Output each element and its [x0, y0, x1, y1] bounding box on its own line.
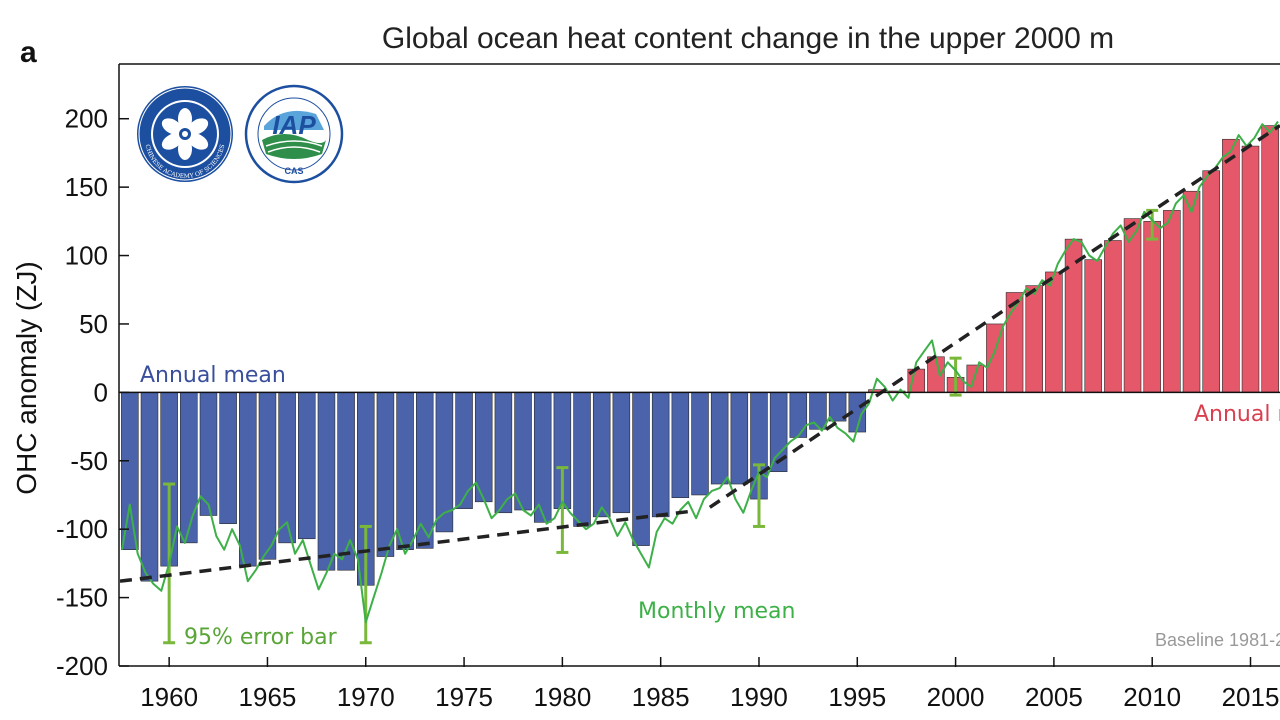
annual-bar-1971 [376, 392, 395, 557]
x-tick-label: 1980 [533, 682, 591, 712]
y-tick-label: 200 [65, 104, 108, 134]
annual-bar-2007 [1084, 259, 1102, 393]
annual-mean-red-label: Annual mean [1194, 402, 1280, 427]
error-bar-1980 [556, 466, 569, 554]
error-bar-1970 [359, 524, 372, 645]
annual-bar-2010 [1143, 221, 1161, 393]
annual-bar-2016 [1261, 125, 1279, 393]
annual-bar-1961 [180, 392, 198, 544]
annual-bar-2014 [1222, 138, 1240, 393]
iap-logo-subtext: CAS [284, 166, 303, 176]
annual-bar-2013 [1202, 170, 1220, 393]
monthly-mean-series [121, 120, 1279, 624]
annual-bar-2012 [1182, 190, 1201, 393]
y-axis-label: OHC anomaly (ZJ) [11, 261, 42, 494]
error-bar-2000 [949, 356, 962, 397]
annual-bar-1968 [317, 392, 336, 571]
annual-mean-blue-label: Annual mean [140, 363, 286, 388]
error-bar-label: 95% error bar [184, 625, 338, 650]
x-tick-label: 1965 [239, 682, 297, 712]
x-tick-label: 2000 [927, 682, 985, 712]
annual-bar-1985 [651, 392, 670, 518]
y-tick-label: 50 [79, 309, 108, 339]
annual-bar-1982 [592, 392, 611, 518]
annual-bar-2005 [1045, 271, 1063, 393]
trend-line-1 [120, 509, 691, 583]
annual-bar-1983 [612, 392, 631, 514]
annual-bar-1978 [514, 392, 532, 511]
annual-bar-1973 [415, 392, 434, 549]
annual-bar-1959 [140, 392, 159, 582]
annual-bar-2009 [1123, 218, 1142, 393]
annual-bar-1977 [494, 392, 513, 514]
iap-logo-text: IAP [272, 110, 316, 140]
annual-bar-1981 [573, 392, 591, 527]
x-tick-label: 1970 [337, 682, 395, 712]
monthly-mean-line [121, 120, 1279, 624]
x-tick-label: 2005 [1025, 682, 1083, 712]
chart-title: Global ocean heat content change in the … [382, 22, 1114, 55]
iap-cas-logo: IAP CAS [244, 84, 344, 184]
annual-bar-1987 [691, 392, 709, 496]
trend-lines [120, 124, 1280, 583]
y-tick-label: 100 [65, 241, 108, 271]
annual-bar-1984 [632, 392, 650, 546]
x-tick-label: 1975 [435, 682, 493, 712]
y-tick-label: -100 [56, 514, 108, 544]
x-tick-label: 1990 [730, 682, 788, 712]
annual-bar-1992 [789, 392, 808, 438]
y-tick-label: 0 [94, 377, 108, 407]
error-bar-2010 [1146, 208, 1159, 241]
y-tick-label: -150 [56, 583, 108, 613]
annual-bar-1967 [298, 392, 316, 540]
annual-bar-1979 [533, 392, 552, 523]
annual-bar-2001 [966, 364, 985, 393]
x-tick-label: 1985 [632, 682, 690, 712]
x-tick-label: 2015 [1222, 682, 1280, 712]
y-tick-label: -50 [70, 446, 108, 476]
error-bar-1990 [752, 463, 765, 528]
annual-bar-1986 [671, 392, 690, 499]
annual-bar-1965 [258, 392, 277, 560]
annual-bar-2011 [1163, 210, 1181, 393]
annual-bar-2004 [1025, 285, 1043, 393]
x-ticks: 1960 1965 1970 1975 1980 1985 1990 1995 2000 2005… [140, 657, 1279, 712]
annual-bar-1958 [121, 392, 139, 550]
x-tick-label: 2010 [1123, 682, 1181, 712]
y-tick-label: 150 [65, 172, 108, 202]
chinese-academy-of-sciences-logo: CHINESE ACADEMY OF SCIENCES [137, 86, 233, 182]
panel-label: a [20, 36, 37, 69]
annual-bar-1975 [455, 392, 473, 509]
annual-bar-1964 [239, 392, 257, 567]
x-tick-label: 1995 [828, 682, 886, 712]
annual-bar-1963 [219, 392, 237, 525]
annual-bar-1972 [396, 392, 414, 550]
annual-bar-2008 [1104, 240, 1122, 393]
annual-bar-1988 [710, 392, 729, 485]
annual-bar-2015 [1241, 145, 1260, 393]
y-tick-label: -200 [56, 651, 108, 681]
baseline-label: Baseline 1981-2010 [1155, 630, 1280, 650]
annual-mean-bars [121, 125, 1279, 586]
y-ticks: -200 -150 -100 -50 0 50 100 150 200 [56, 104, 129, 681]
trend-line-2 [708, 124, 1280, 509]
annual-bar-1966 [278, 392, 296, 544]
annual-bar-2006 [1064, 238, 1083, 393]
annual-bar-1989 [730, 392, 749, 485]
x-tick-label: 1960 [140, 682, 198, 712]
monthly-mean-label: Monthly mean [638, 599, 795, 624]
